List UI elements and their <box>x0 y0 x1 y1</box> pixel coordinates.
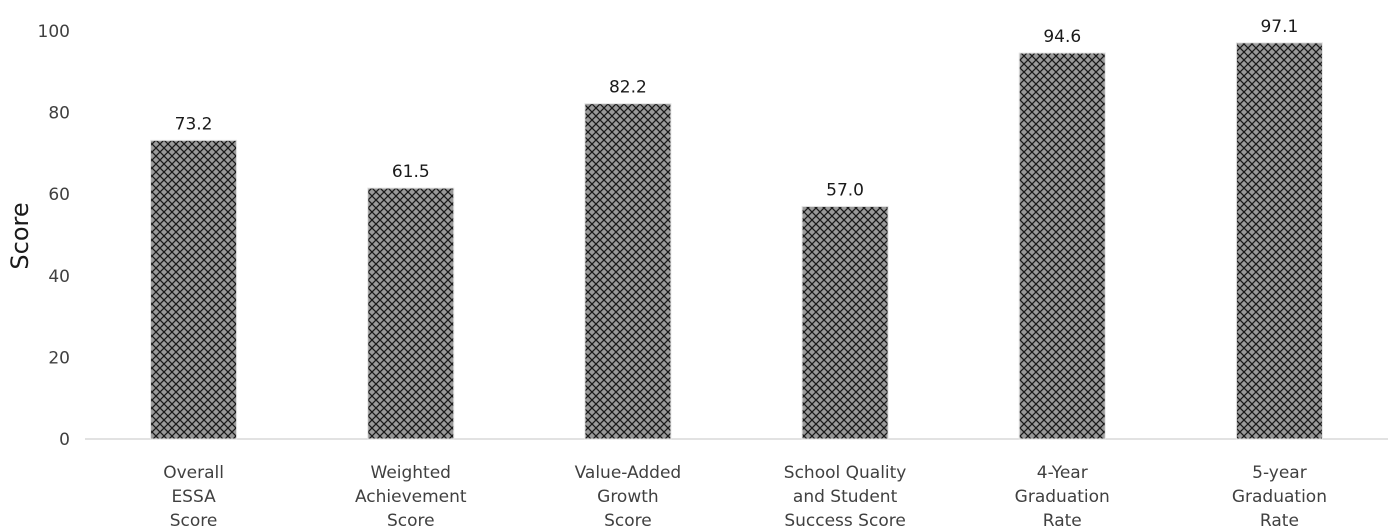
x-tick-label: School Quality and Student Success Score <box>784 463 907 531</box>
y-tick-label: 40 <box>48 267 70 287</box>
y-axis-label: Score <box>6 202 34 269</box>
bar-value-label: 82.2 <box>609 78 647 98</box>
bars <box>150 42 1323 440</box>
bar <box>367 187 455 440</box>
y-tick-label: 60 <box>48 185 70 205</box>
x-axis-labels: Overall ESSA Score Weighted Achievement Score… <box>163 463 1327 531</box>
y-axis-ticks: 0 20 40 60 80 100 <box>38 22 70 450</box>
bar <box>1018 52 1106 440</box>
x-tick-label: Weighted Achievement Score <box>355 463 467 531</box>
bar <box>584 103 672 440</box>
bar-value-label: 57.0 <box>826 180 864 200</box>
bar <box>1235 42 1323 440</box>
x-tick-label: Value-Added Growth Score <box>575 463 682 531</box>
y-tick-label: 100 <box>38 22 70 42</box>
x-tick-label: Overall ESSA Score <box>163 463 224 531</box>
bar <box>150 139 238 440</box>
y-tick-label: 0 <box>59 430 70 450</box>
x-tick-label: 5-year Graduation Rate <box>1232 463 1327 531</box>
bar-value-label: 61.5 <box>392 162 430 182</box>
bar-value-label: 94.6 <box>1043 27 1081 47</box>
x-tick-label: 4-Year Graduation Rate <box>1015 463 1110 531</box>
bar-value-label: 73.2 <box>175 114 213 134</box>
y-tick-label: 80 <box>48 104 70 124</box>
value-labels: 73.2 61.5 82.2 57.0 94.6 97.1 <box>175 17 1299 201</box>
y-tick-label: 20 <box>48 348 70 368</box>
bar <box>801 205 889 440</box>
bar-value-label: 97.1 <box>1260 17 1298 37</box>
